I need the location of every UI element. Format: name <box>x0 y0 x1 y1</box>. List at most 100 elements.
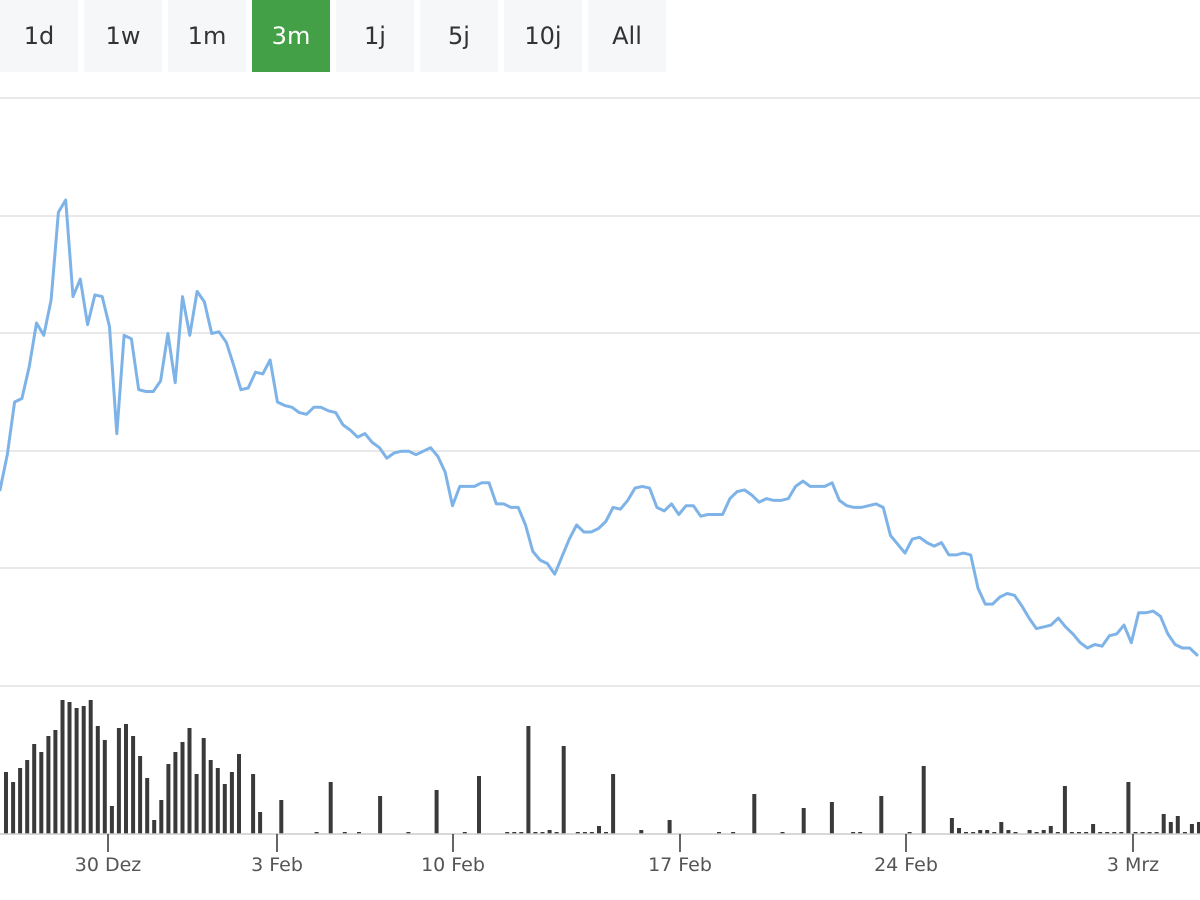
tab-1j[interactable]: 1j <box>336 0 414 72</box>
volume-bar <box>258 812 263 834</box>
volume-bar <box>731 832 736 834</box>
volume-bar <box>4 772 8 834</box>
x-tick-label: 30 Dez <box>75 854 142 876</box>
volume-bar <box>314 832 319 834</box>
volume-bar <box>166 764 171 834</box>
volume-bar <box>999 822 1004 834</box>
volume-bar <box>1098 832 1103 834</box>
volume-bar <box>328 782 333 834</box>
x-tick-label: 24 Feb <box>874 854 938 876</box>
volume-bar <box>985 830 990 834</box>
tab-5j[interactable]: 5j <box>420 0 498 72</box>
volume-bar <box>1182 832 1187 834</box>
tab-1d[interactable]: 1d <box>0 0 78 72</box>
volume-bar <box>1112 832 1117 834</box>
volume-bar <box>406 832 411 834</box>
volume-bar <box>1027 830 1032 834</box>
volume-bar <box>95 726 100 834</box>
volume-bar <box>152 820 157 834</box>
volume-bar <box>25 760 30 834</box>
volume-bar <box>46 736 51 834</box>
volume-bar <box>589 832 594 834</box>
volume-bar <box>357 832 361 834</box>
grid-lines <box>0 97 1200 687</box>
x-tick-label: 10 Feb <box>421 854 485 876</box>
x-axis-ticks: 30 Dez 3 Feb 10 Feb 17 Feb 24 Feb 3 Mrz <box>75 834 1159 876</box>
volume-bar <box>67 702 72 834</box>
volume-bars <box>4 700 1200 834</box>
volume-bar <box>851 832 856 834</box>
volume-bar <box>780 832 785 834</box>
volume-bar <box>434 790 439 834</box>
volume-bar <box>1048 826 1053 834</box>
volume-bar <box>801 808 806 834</box>
volume-bar <box>547 830 552 834</box>
volume-bar <box>53 730 58 834</box>
volume-bar <box>519 832 524 834</box>
volume-bar <box>32 744 37 834</box>
volume-bar <box>1161 814 1166 834</box>
tab-1w[interactable]: 1w <box>84 0 162 72</box>
volume-bar <box>1006 830 1011 834</box>
volume-bar <box>11 782 16 834</box>
volume-bar <box>1133 832 1138 834</box>
volume-bar <box>180 742 185 834</box>
volume-bar <box>533 832 538 834</box>
volume-bar <box>116 728 121 834</box>
volume-bar <box>554 832 559 834</box>
volume-bar <box>1189 824 1194 834</box>
volume-bar <box>145 778 150 834</box>
volume-bar <box>978 830 983 834</box>
volume-bar <box>173 752 178 834</box>
volume-bar <box>964 832 968 834</box>
volume-bar <box>949 818 954 834</box>
volume-bar <box>159 800 164 834</box>
volume-bar <box>237 754 241 834</box>
volume-bar <box>1034 832 1039 834</box>
volume-bar <box>1119 832 1124 834</box>
volume-bar <box>1069 832 1074 834</box>
x-tick-label: 17 Feb <box>648 854 712 876</box>
volume-bar <box>279 800 284 834</box>
volume-bar <box>1147 832 1152 834</box>
volume-bar <box>88 700 93 834</box>
volume-bar <box>251 774 256 834</box>
volume-bar <box>378 796 383 834</box>
volume-bar <box>109 806 114 834</box>
volume-bar <box>215 768 220 834</box>
volume-bar <box>561 746 566 834</box>
volume-bar <box>201 738 206 834</box>
volume-bar <box>971 832 976 834</box>
volume-bar <box>1077 832 1081 834</box>
volume-bar <box>229 772 234 834</box>
volume-bar <box>18 768 23 834</box>
volume-bar <box>1168 822 1173 834</box>
volume-bar <box>1105 832 1110 834</box>
volume-bar <box>124 724 128 834</box>
volume-bar <box>639 830 644 834</box>
volume-bar <box>597 826 601 834</box>
x-tick-label: 3 Feb <box>251 854 303 876</box>
tab-1m[interactable]: 1m <box>168 0 246 72</box>
volume-bar <box>667 820 672 834</box>
volume-bar <box>1091 824 1096 834</box>
volume-bar <box>512 832 517 834</box>
volume-bar <box>829 802 834 834</box>
volume-bar <box>208 760 213 834</box>
volume-bar <box>907 832 912 834</box>
volume-bar <box>39 752 44 834</box>
tab-10j[interactable]: 10j <box>504 0 582 72</box>
volume-bar <box>1062 786 1067 834</box>
volume-bar <box>138 756 143 834</box>
tab-3m[interactable]: 3m <box>252 0 330 72</box>
volume-bar <box>604 832 608 834</box>
volume-bar <box>611 774 616 834</box>
volume-bar <box>1055 832 1060 834</box>
volume-bar <box>1041 830 1046 834</box>
volume-bar <box>1126 782 1131 834</box>
volume-bar <box>752 794 757 834</box>
tab-all[interactable]: All <box>588 0 666 72</box>
range-tabs: 1d 1w 1m 3m 1j 5j 10j All <box>0 0 666 72</box>
volume-bar <box>1140 832 1145 834</box>
volume-bar <box>879 796 884 834</box>
